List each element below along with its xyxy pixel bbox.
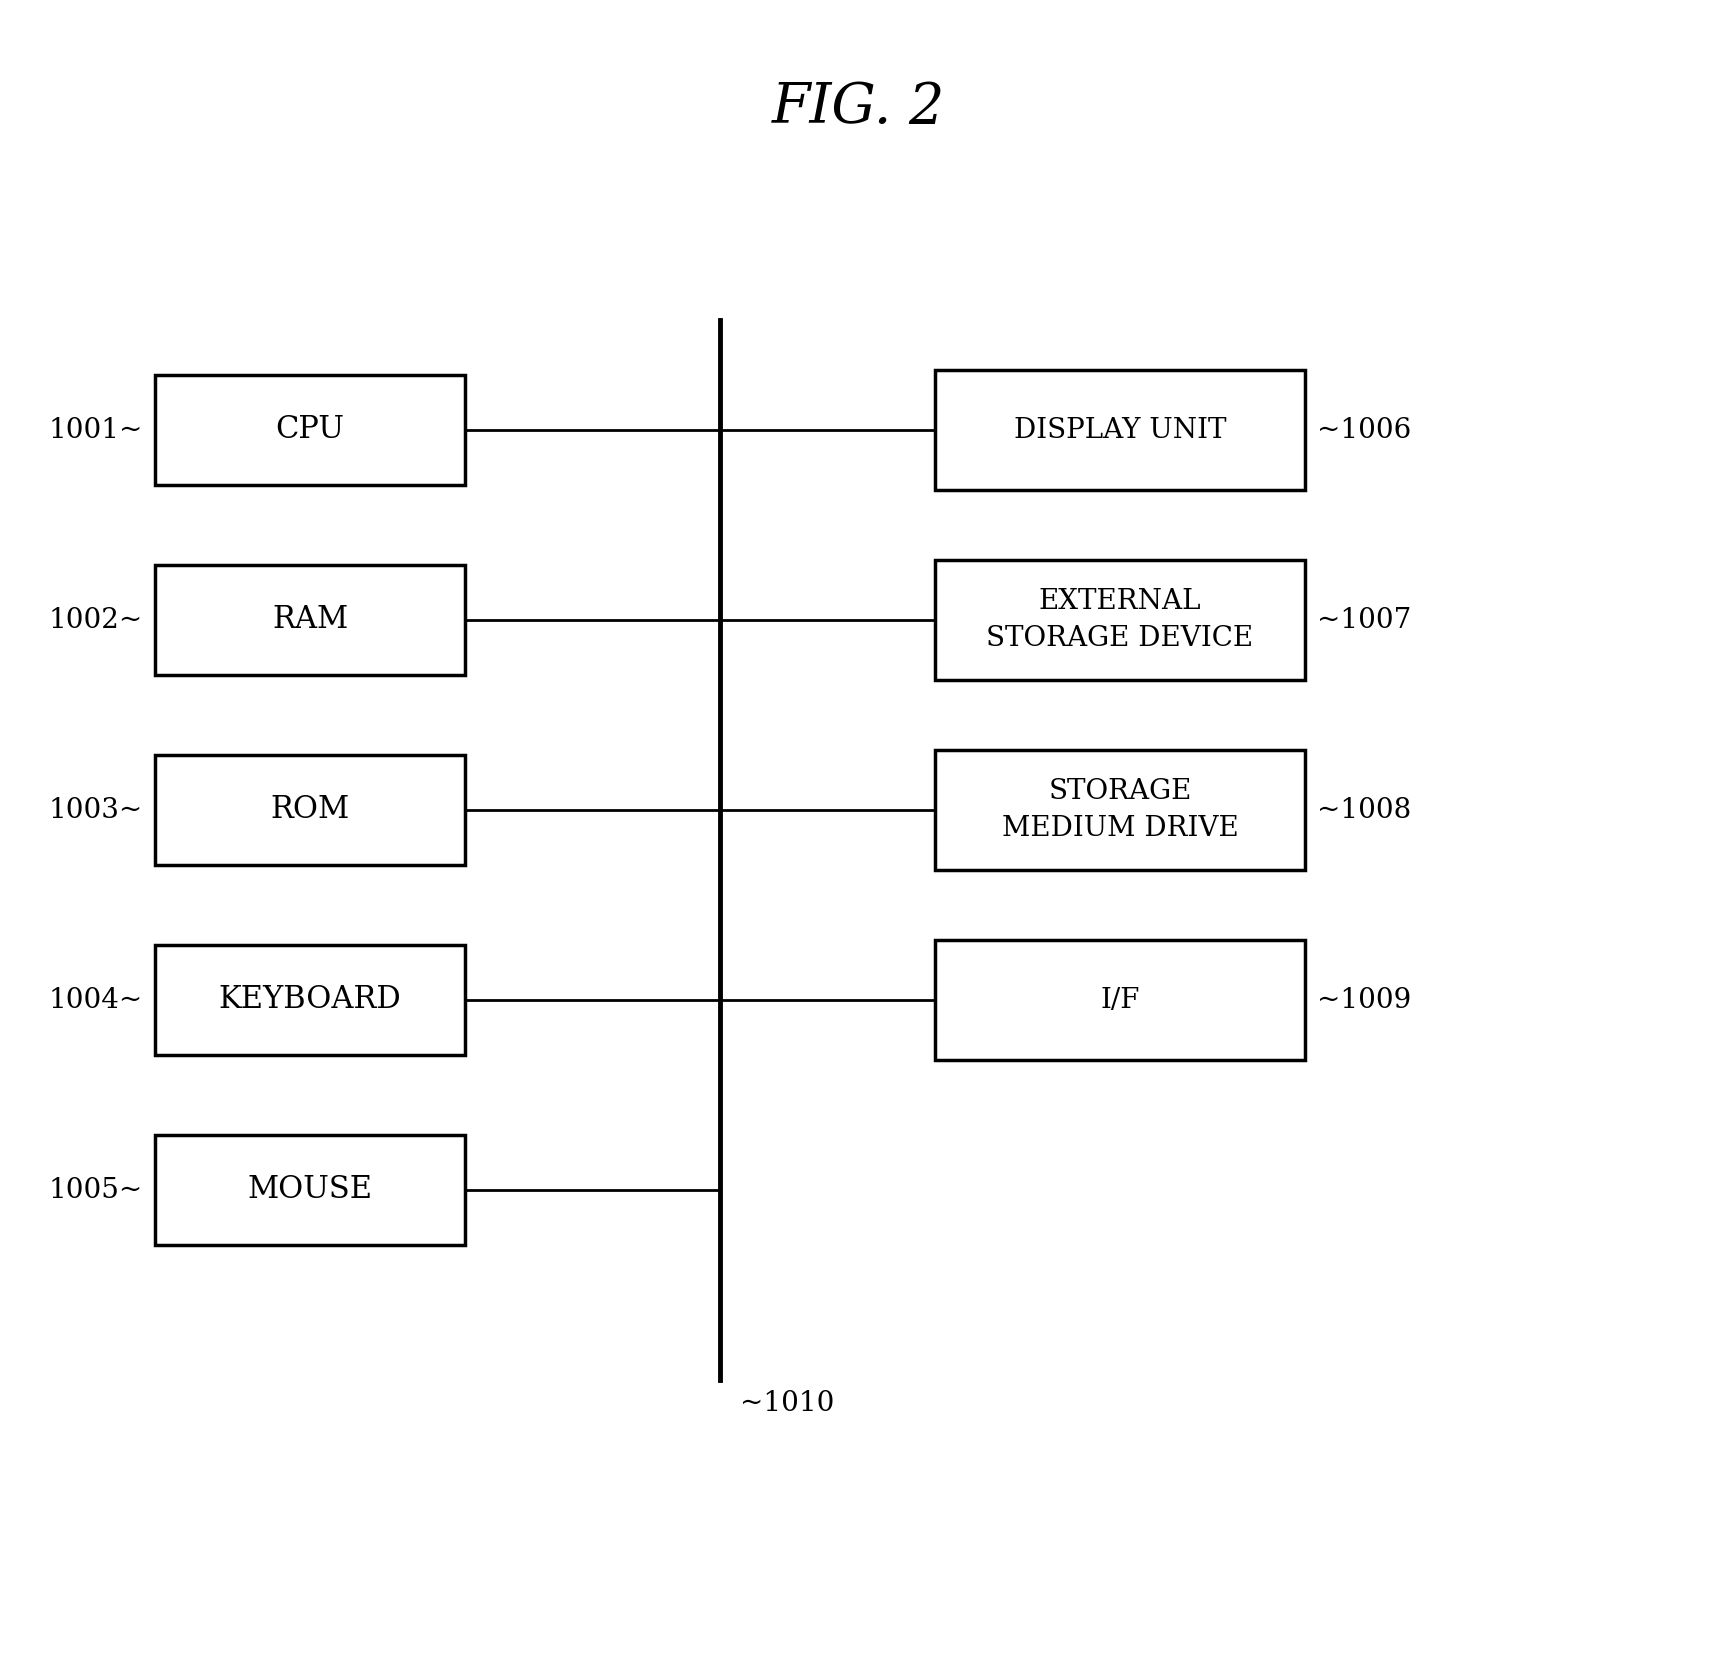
Text: 1004~: 1004~ (48, 986, 142, 1013)
Text: 1005~: 1005~ (48, 1177, 142, 1204)
Text: ~1009: ~1009 (1316, 986, 1411, 1013)
Text: FIG. 2: FIG. 2 (772, 80, 944, 135)
Bar (935, 751, 1304, 869)
Text: ~1010: ~1010 (740, 1389, 834, 1416)
Text: EXTERNAL
STORAGE DEVICE: EXTERNAL STORAGE DEVICE (987, 589, 1254, 652)
Bar (154, 565, 465, 675)
Text: STORAGE
MEDIUM DRIVE: STORAGE MEDIUM DRIVE (1002, 777, 1239, 843)
Bar (154, 375, 465, 485)
Text: I/F: I/F (1100, 986, 1139, 1013)
Text: ROM: ROM (271, 794, 350, 826)
Text: 1001~: 1001~ (48, 416, 142, 443)
Bar (935, 370, 1304, 490)
Text: ~1007: ~1007 (1316, 607, 1411, 634)
Text: MOUSE: MOUSE (247, 1174, 372, 1206)
Text: 1003~: 1003~ (48, 796, 142, 824)
Text: DISPLAY UNIT: DISPLAY UNIT (1014, 416, 1227, 443)
Text: KEYBOARD: KEYBOARD (218, 985, 402, 1015)
Bar (154, 756, 465, 864)
Bar (154, 945, 465, 1055)
Bar (154, 1135, 465, 1246)
Text: ~1006: ~1006 (1316, 416, 1411, 443)
Text: ~1008: ~1008 (1316, 796, 1411, 824)
Bar (935, 560, 1304, 681)
Text: RAM: RAM (271, 605, 348, 635)
Bar (935, 940, 1304, 1060)
Text: CPU: CPU (276, 415, 345, 445)
Text: 1002~: 1002~ (48, 607, 142, 634)
